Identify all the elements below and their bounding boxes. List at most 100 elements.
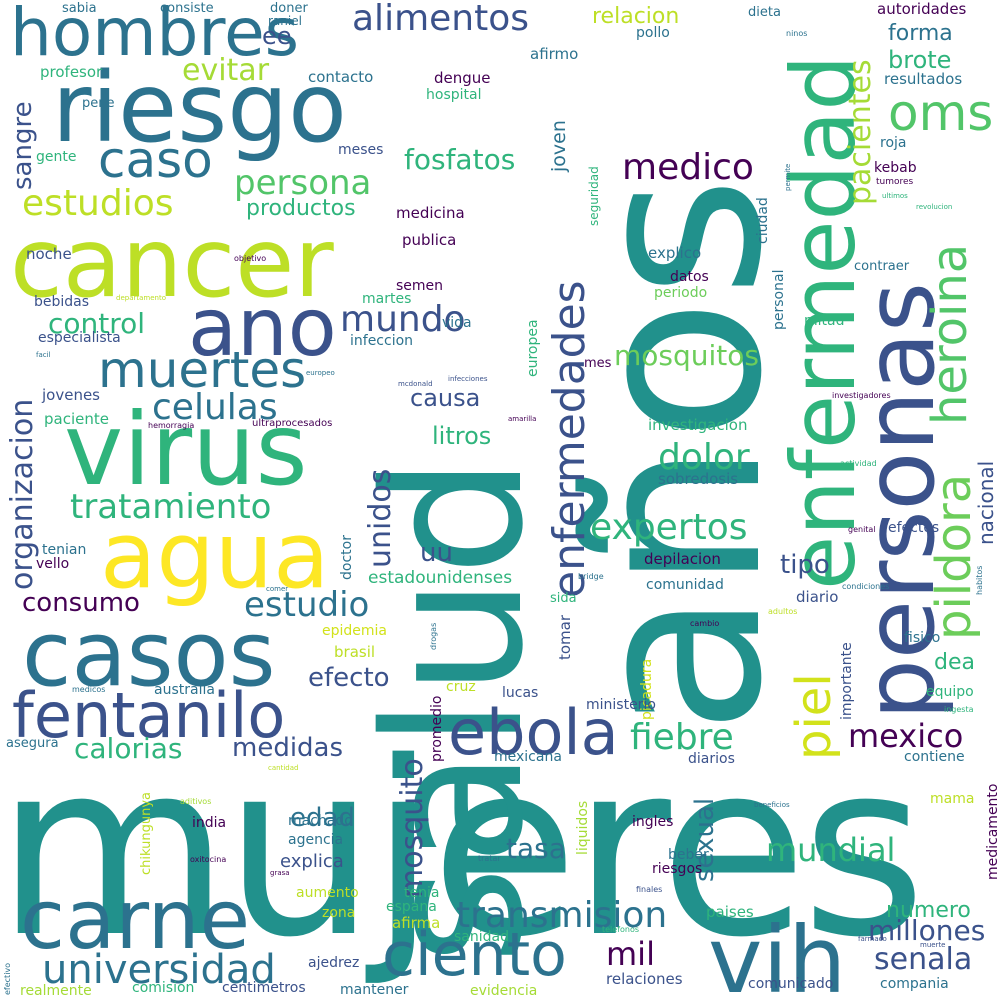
cloud-word: explica	[280, 851, 344, 872]
cloud-word: bebidas	[34, 294, 90, 310]
cloud-word: sobredosis	[658, 470, 739, 488]
cloud-word: mexicana	[494, 749, 562, 765]
cloud-word: edad	[290, 803, 355, 833]
cloud-word: estudios	[22, 183, 174, 224]
cloud-word: pildora	[926, 473, 982, 640]
cloud-word: universidad	[42, 947, 276, 993]
cloud-word: sabia	[62, 1, 97, 16]
cloud-word: evitar	[182, 53, 270, 88]
cloud-word: equipo	[926, 684, 974, 700]
cloud-word: liquidos	[575, 800, 591, 855]
cloud-word: dengue	[434, 69, 491, 87]
cloud-word: mil	[606, 935, 655, 973]
cloud-word: afirma	[392, 914, 441, 932]
cloud-word: zona	[322, 905, 356, 921]
cloud-word: riesgo	[52, 52, 347, 164]
cloud-word: efectos	[888, 520, 940, 536]
cloud-word: vida	[442, 315, 472, 331]
cloud-word: permite	[784, 163, 792, 191]
cloud-word: fiebre	[630, 717, 734, 758]
cloud-word: fosfatos	[404, 143, 516, 176]
cloud-word: semen	[396, 278, 444, 294]
cloud-word: hemorragia	[148, 421, 195, 430]
cloud-word: tipo	[780, 550, 830, 580]
cloud-word: comer	[266, 585, 289, 593]
cloud-word: transmision	[456, 895, 668, 936]
cloud-word: caso	[98, 131, 213, 189]
cloud-word: cambio	[690, 619, 720, 628]
cloud-word: tenian	[42, 542, 87, 558]
cloud-word: contiene	[904, 749, 965, 765]
cloud-word: evidencia	[470, 983, 538, 999]
cloud-word: europeo	[306, 369, 335, 377]
cloud-word: cantidad	[268, 764, 299, 772]
cloud-word: productos	[246, 196, 356, 221]
cloud-word: fisico	[904, 630, 941, 646]
cloud-word: diario	[796, 588, 839, 606]
cloud-word: medicina	[396, 204, 465, 222]
cloud-word: nacional	[974, 460, 998, 545]
cloud-word: gente	[36, 149, 77, 165]
cloud-word: profesor	[40, 63, 103, 81]
cloud-word: estudio	[244, 585, 370, 625]
cloud-word: condiciones	[842, 582, 890, 591]
cloud-word: virus	[64, 391, 308, 508]
cloud-word: medico	[622, 147, 754, 188]
cloud-word: raniel	[268, 14, 302, 28]
cloud-word: investigadores	[832, 391, 891, 400]
cloud-word: epidemia	[322, 623, 387, 639]
cloud-word: litros	[432, 422, 492, 450]
cloud-word: sangre	[8, 101, 38, 190]
cloud-word: objetivo	[234, 254, 267, 263]
cloud-word: especialista	[38, 330, 121, 346]
cloud-word: ingesta	[944, 705, 974, 714]
cloud-word: aditivos	[180, 797, 212, 806]
cloud-word: doner	[270, 1, 308, 16]
cloud-word: depilacion	[644, 550, 721, 568]
cloud-word: carne	[20, 873, 251, 968]
cloud-word: celulas	[152, 387, 278, 428]
cloud-word: promedio	[429, 695, 445, 763]
cloud-word: hombres	[10, 0, 300, 71]
cloud-word: asegura	[6, 736, 59, 751]
cloud-word: heroina	[922, 243, 978, 425]
cloud-word: jovenes	[42, 386, 101, 404]
cloud-word: unidos	[363, 468, 398, 568]
cloud-word: pacientes	[843, 59, 878, 205]
cloud-word: numero	[886, 898, 971, 923]
cloud-word: mujeres	[0, 710, 926, 990]
cloud-word: ano	[188, 281, 337, 374]
cloud-word: machado	[288, 813, 353, 829]
cloud-word: autoridades	[877, 0, 967, 18]
cloud-word: adultos	[768, 607, 798, 616]
cloud-word: amarilla	[508, 415, 537, 423]
cloud-word: genital	[848, 525, 876, 534]
cloud-word: datos	[670, 269, 709, 285]
cloud-word: contacto	[308, 68, 374, 86]
cloud-word: relacion	[592, 4, 680, 29]
cloud-word: hospital	[426, 87, 482, 103]
cloud-word: resultados	[884, 70, 963, 88]
cloud-word: roja	[880, 135, 907, 151]
cloud-word: enfermedades	[544, 280, 595, 598]
cloud-word: afirmo	[530, 45, 579, 63]
cloud-word: dolor	[658, 437, 750, 478]
cloud-word: aumento	[296, 885, 359, 901]
cloud-word: pene	[82, 96, 115, 111]
cloud-word: senala	[874, 942, 973, 977]
cloud-word: europea	[525, 319, 541, 377]
cloud-word: ciento	[382, 920, 567, 990]
cloud-word: espana	[386, 899, 437, 915]
cloud-word: grasa	[270, 869, 290, 877]
cloud-word: martes	[362, 291, 412, 307]
cloud-word: diarios	[688, 751, 735, 767]
cloud-word: dieta	[748, 5, 781, 20]
cloud-word: consumo	[22, 588, 140, 618]
cloud-word: habitos	[975, 565, 984, 595]
cloud-word: mundo	[340, 299, 466, 340]
cloud-word: lucas	[502, 685, 539, 701]
cloud-word: beber	[668, 847, 709, 863]
cloud-word: muertes	[98, 341, 307, 399]
cloud-word: medicos	[72, 685, 106, 694]
